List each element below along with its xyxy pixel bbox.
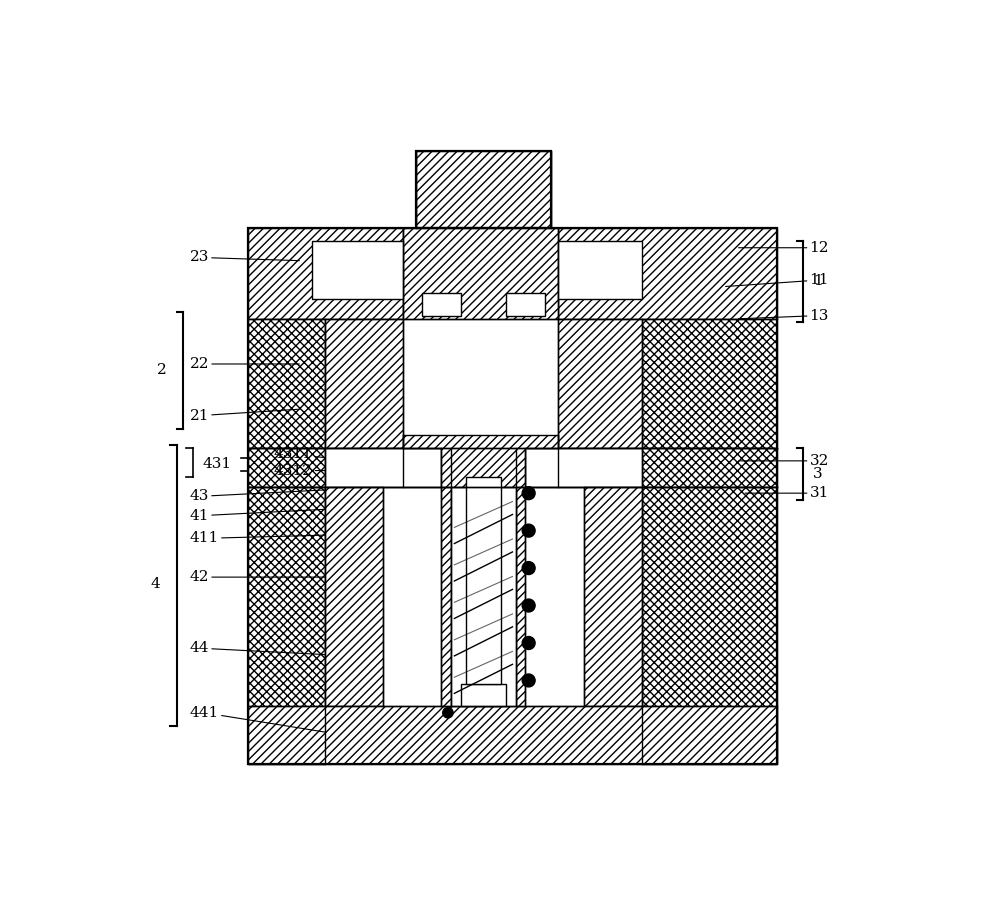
Circle shape	[522, 562, 535, 574]
Polygon shape	[642, 448, 777, 487]
Bar	[325, 448, 642, 487]
Text: 43: 43	[190, 490, 325, 504]
Polygon shape	[403, 435, 558, 487]
Polygon shape	[584, 487, 642, 707]
Polygon shape	[558, 319, 642, 448]
Bar	[558, 242, 642, 300]
Polygon shape	[642, 319, 777, 448]
Polygon shape	[642, 487, 777, 765]
Polygon shape	[248, 707, 777, 765]
Polygon shape	[516, 448, 525, 707]
Bar	[248, 228, 777, 765]
Text: 411: 411	[190, 531, 325, 545]
Text: 431: 431	[202, 457, 232, 471]
Polygon shape	[248, 448, 325, 487]
Text: 23: 23	[190, 251, 299, 265]
Bar	[416, 151, 551, 228]
Text: 22: 22	[190, 357, 299, 371]
Text: 44: 44	[190, 641, 325, 655]
Text: 11: 11	[726, 273, 829, 287]
Bar	[451, 448, 516, 707]
Circle shape	[522, 674, 535, 686]
Text: 31: 31	[745, 486, 829, 500]
Polygon shape	[558, 228, 777, 319]
Bar	[466, 477, 501, 684]
Text: 42: 42	[190, 570, 325, 584]
Circle shape	[443, 708, 453, 718]
Text: 441: 441	[190, 706, 325, 732]
Text: 4: 4	[151, 576, 161, 591]
Circle shape	[522, 637, 535, 650]
Text: 3: 3	[813, 467, 822, 481]
Bar	[422, 293, 461, 315]
Text: 1: 1	[813, 275, 823, 289]
Text: 2: 2	[157, 363, 167, 378]
Polygon shape	[248, 228, 403, 319]
Circle shape	[522, 599, 535, 612]
Bar	[461, 684, 506, 707]
Polygon shape	[248, 319, 325, 448]
Polygon shape	[403, 228, 558, 319]
Bar	[506, 293, 545, 315]
Polygon shape	[441, 448, 451, 707]
Polygon shape	[325, 487, 383, 707]
Polygon shape	[325, 319, 403, 448]
Text: 4312: 4312	[274, 463, 325, 478]
Text: 41: 41	[190, 509, 325, 523]
Text: 12: 12	[739, 241, 829, 255]
Bar	[312, 242, 403, 300]
Text: 4311: 4311	[274, 448, 325, 461]
Text: 13: 13	[739, 309, 829, 323]
Circle shape	[522, 524, 535, 537]
Circle shape	[522, 487, 535, 500]
Polygon shape	[416, 151, 551, 228]
Text: 32: 32	[739, 454, 829, 468]
Text: 21: 21	[190, 409, 299, 423]
Polygon shape	[248, 487, 325, 765]
